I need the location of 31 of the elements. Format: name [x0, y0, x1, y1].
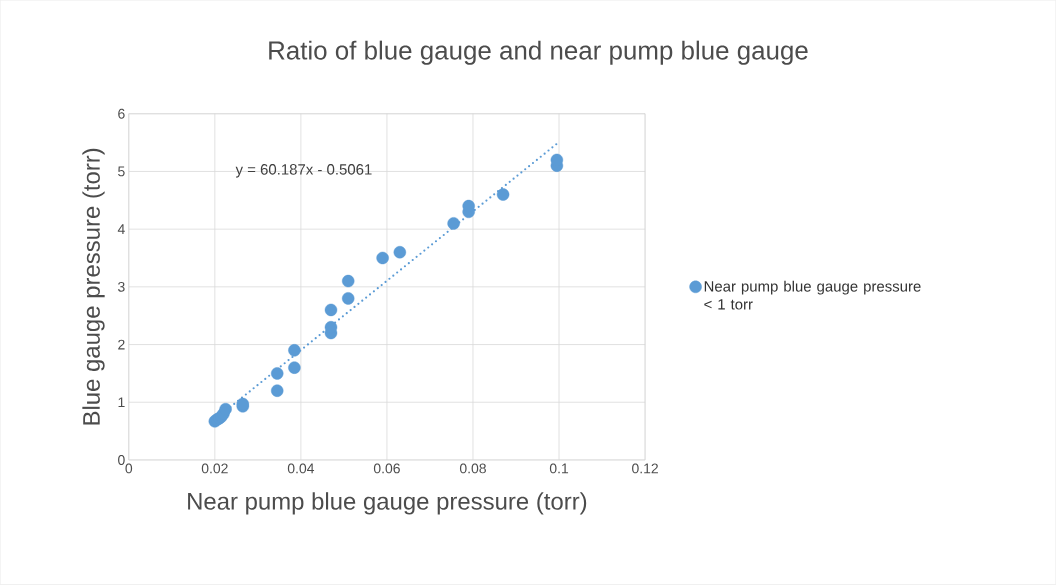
point [342, 275, 355, 288]
y-axis-title: Blue gauge pressure (torr) [82, 148, 105, 425]
point [324, 303, 338, 317]
x-tick-label: 0.06 [373, 463, 400, 474]
point [288, 361, 301, 374]
x-tick-label: 0.1 [549, 463, 569, 474]
x-axis-title: Near pump blue gauge pressure (torr) [188, 492, 587, 515]
point [288, 344, 301, 357]
point [219, 403, 232, 416]
point [393, 246, 407, 259]
point [447, 217, 460, 230]
y-tick-label: 4 [117, 224, 125, 235]
x-tick-label: 0.08 [459, 463, 486, 474]
point [271, 367, 284, 380]
y-tick-label: 6 [118, 108, 125, 119]
y-tick-label: 2 [118, 339, 125, 350]
y-tick-label: 1 [118, 397, 125, 408]
point [271, 384, 284, 398]
y-tick-label: 0 [118, 455, 125, 466]
annotation: y = 60.187x - 0.5061 [235, 164, 372, 178]
legend-label: Near pump blue gauge pressure < 1 torr [704, 280, 921, 310]
point [496, 188, 510, 201]
x-tick-label: 0.02 [201, 463, 228, 474]
x-tick-label: 0.12 [632, 463, 658, 474]
y-tick-label: 5 [118, 166, 125, 177]
point [342, 292, 355, 305]
x-tick-label: 0 [125, 463, 133, 474]
point [376, 251, 389, 265]
y-tick-label: 3 [118, 282, 125, 292]
chart-title: Ratio of blue gauge and near pump blue gauge [269, 40, 808, 65]
x-tick-label: 0.04 [287, 463, 315, 474]
